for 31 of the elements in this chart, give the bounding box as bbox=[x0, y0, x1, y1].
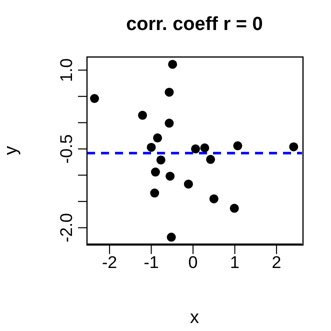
point bbox=[230, 204, 239, 213]
point bbox=[206, 154, 216, 164]
point bbox=[166, 232, 176, 242]
point bbox=[150, 168, 160, 177]
point bbox=[164, 118, 174, 128]
y-tick-label: -2.0 bbox=[57, 213, 76, 242]
y-tick-label: -0.5 bbox=[57, 134, 76, 164]
point bbox=[200, 143, 210, 152]
point bbox=[168, 60, 178, 69]
x-tick-label: -2 bbox=[102, 253, 118, 272]
point bbox=[184, 180, 193, 189]
x-tick-label: 0 bbox=[188, 253, 198, 272]
point bbox=[150, 188, 160, 198]
x-tick-label: 2 bbox=[272, 253, 282, 272]
point bbox=[191, 144, 200, 154]
point bbox=[166, 172, 175, 181]
x-axis-title: x bbox=[190, 307, 199, 327]
point bbox=[146, 142, 156, 152]
y-tick-label: 1.0 bbox=[57, 58, 76, 82]
point bbox=[156, 155, 166, 164]
point bbox=[164, 88, 174, 97]
point bbox=[153, 133, 162, 142]
y-axis-title: y bbox=[0, 146, 20, 155]
chart-title: corr. coeff r = 0 bbox=[125, 14, 264, 36]
point bbox=[90, 94, 100, 103]
x-tick-label: -1 bbox=[144, 253, 159, 272]
point bbox=[209, 194, 218, 204]
point bbox=[138, 110, 148, 120]
point bbox=[289, 142, 298, 152]
x-tick-label: 1 bbox=[230, 253, 240, 272]
point bbox=[233, 141, 242, 150]
